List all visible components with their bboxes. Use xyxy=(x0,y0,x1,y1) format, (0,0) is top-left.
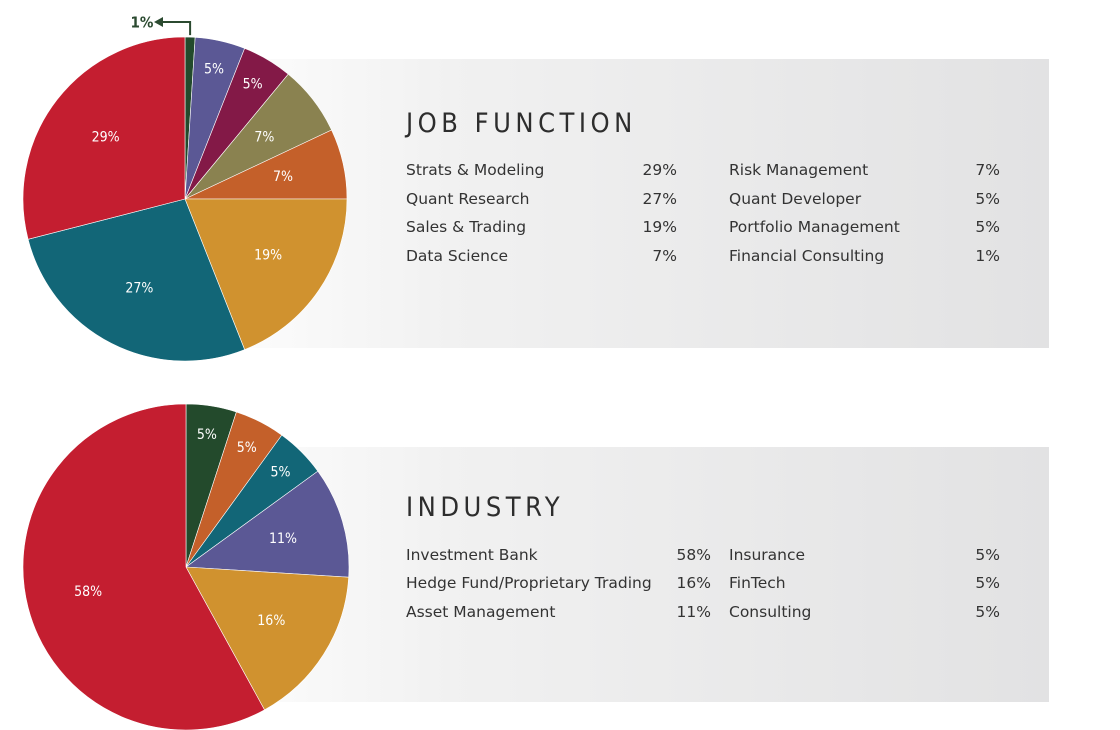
legend-label: Risk Management xyxy=(729,161,869,179)
legend-label: Investment Bank xyxy=(406,546,538,564)
legend-item: FinTech 5% xyxy=(729,574,1000,596)
legend-value: 5% xyxy=(975,546,1000,564)
legend-value: 7% xyxy=(652,247,677,265)
legend-label: Quant Research xyxy=(406,190,530,208)
legend-value: 7% xyxy=(975,161,1000,179)
pie-slice xyxy=(184,198,348,351)
legend-label: Portfolio Management xyxy=(729,218,900,236)
slice-label: 5% xyxy=(204,61,224,77)
legend-value: 19% xyxy=(642,218,677,236)
legend-value: 27% xyxy=(642,190,677,208)
legend-item: Hedge Fund/Proprietary Trading 16% xyxy=(406,574,711,596)
slice-label: 58% xyxy=(74,584,102,600)
legend-label: Quant Developer xyxy=(729,190,862,208)
job-function-title: JOB FUNCTION xyxy=(406,108,637,139)
legend-value: 58% xyxy=(676,546,711,564)
job-function-pie-chart: 1% 5% 5% 7% 7% 19% 27% 29% xyxy=(22,14,348,362)
legend-label: Consulting xyxy=(729,603,812,621)
legend-item: Investment Bank 58% xyxy=(406,546,711,568)
legend-item: Asset Management 11% xyxy=(406,603,711,625)
legend-value: 5% xyxy=(975,190,1000,208)
slice-label: 19% xyxy=(254,248,282,264)
legend-value: 29% xyxy=(642,161,677,179)
legend-item: Quant Developer 5% xyxy=(729,190,1000,212)
slice-label: 11% xyxy=(269,531,297,547)
slice-label: 16% xyxy=(257,613,285,629)
legend-label: Sales & Trading xyxy=(406,218,527,236)
legend-value: 1% xyxy=(975,247,1000,265)
legend-item: Strats & Modeling 29% xyxy=(406,161,677,183)
industry-title: INDUSTRY xyxy=(406,492,565,523)
legend-label: Financial Consulting xyxy=(729,247,885,265)
callout-arrowhead xyxy=(154,17,163,27)
legend-value: 5% xyxy=(975,574,1000,592)
legend-item: Quant Research 27% xyxy=(406,190,677,212)
slice-label: 1% xyxy=(131,14,154,32)
pie-slice xyxy=(185,566,349,711)
legend-label: Strats & Modeling xyxy=(406,161,545,179)
slice-label: 5% xyxy=(243,77,263,93)
slice-label: 29% xyxy=(92,129,120,145)
pie-slice xyxy=(27,198,246,362)
legend-item: Data Science 7% xyxy=(406,247,677,269)
legend-value: 16% xyxy=(676,574,711,592)
pie-slice xyxy=(22,36,186,240)
legend-label: Insurance xyxy=(729,546,806,564)
legend-item: Consulting 5% xyxy=(729,603,1000,625)
legend-label: Data Science xyxy=(406,247,509,265)
legend-item: Risk Management 7% xyxy=(729,161,1000,183)
callout-leader-line xyxy=(158,21,192,36)
slice-label: 7% xyxy=(273,169,293,185)
pie-slice xyxy=(185,470,350,578)
slice-label: 5% xyxy=(197,427,217,443)
legend-label: FinTech xyxy=(729,574,786,592)
slice-label: 27% xyxy=(125,281,153,297)
legend-label: Asset Management xyxy=(406,603,556,621)
legend-value: 5% xyxy=(975,218,1000,236)
slice-label: 5% xyxy=(237,440,257,456)
legend-label: Hedge Fund/Proprietary Trading xyxy=(406,574,652,592)
slice-label: 5% xyxy=(271,465,291,481)
industry-pie-chart: 5% 5% 5% 11% 16% 58% xyxy=(22,403,350,730)
legend-value: 11% xyxy=(676,603,711,621)
legend-item: Sales & Trading 19% xyxy=(406,218,677,240)
legend-value: 5% xyxy=(975,603,1000,621)
legend-item: Financial Consulting 1% xyxy=(729,247,1000,269)
legend-item: Insurance 5% xyxy=(729,546,1000,568)
slice-label: 7% xyxy=(254,129,274,145)
legend-item: Portfolio Management 5% xyxy=(729,218,1000,240)
